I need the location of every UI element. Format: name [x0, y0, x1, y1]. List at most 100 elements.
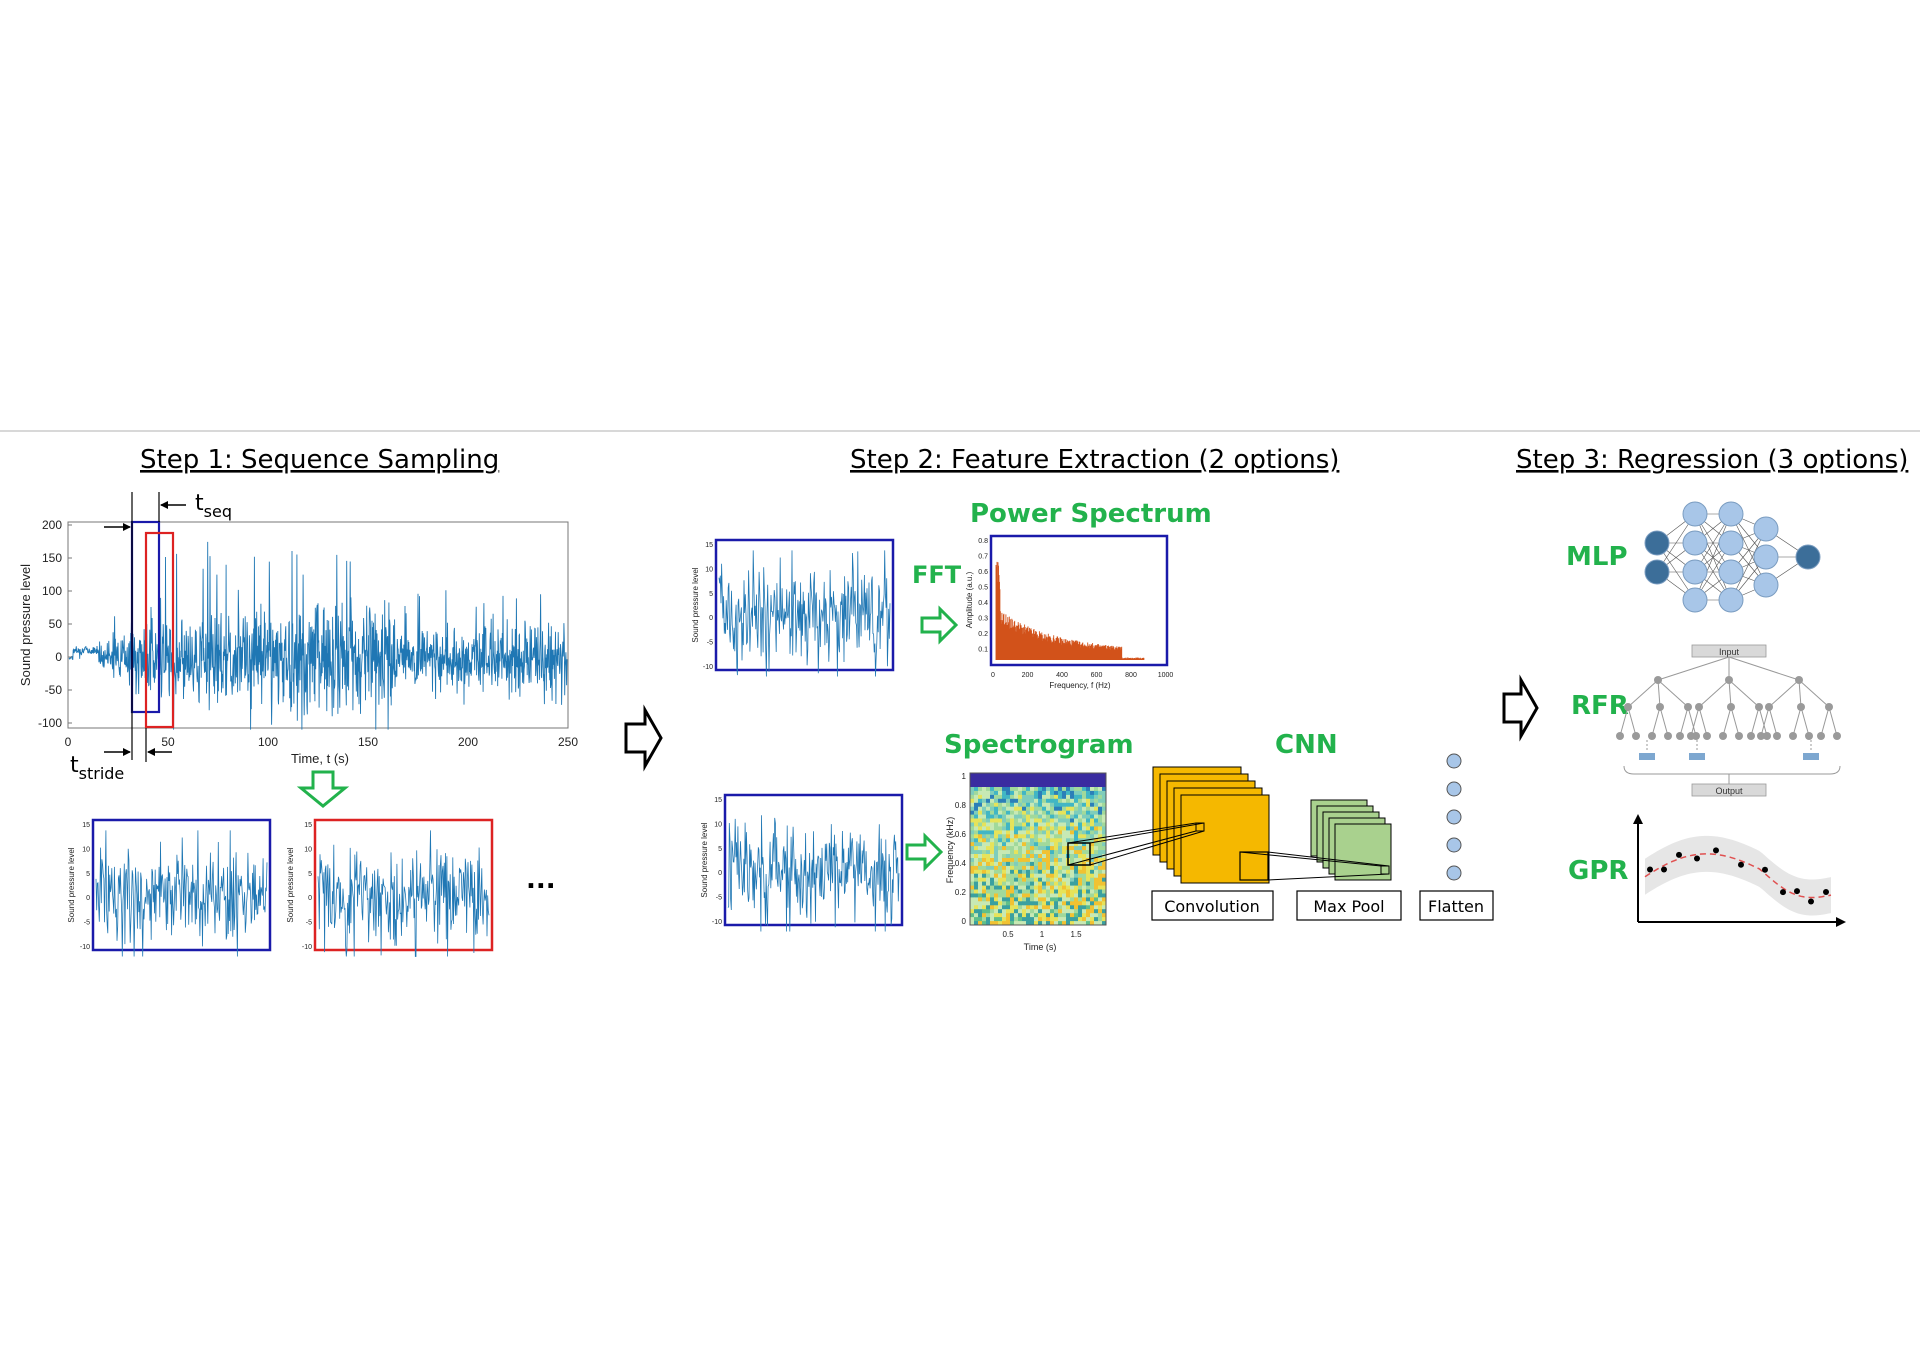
spectrogram-cell	[994, 897, 999, 902]
spectrogram-cell	[1090, 802, 1095, 808]
spectrogram-cell	[1026, 865, 1031, 871]
spectrogram-cell	[1102, 897, 1107, 902]
spectrogram-cell	[1054, 905, 1059, 910]
spectrogram-cell	[1030, 818, 1035, 823]
spectrogram-cell	[986, 865, 991, 871]
spectrogram-cell	[1074, 909, 1079, 914]
spectrogram-cell	[1002, 838, 1007, 843]
spectrogram-cell	[1014, 834, 1019, 839]
spectrogram-cell	[1030, 854, 1035, 859]
spectrogram-cell	[1082, 798, 1087, 804]
spectrogram-cell	[1102, 830, 1107, 835]
spectrogram-cell	[998, 802, 1003, 808]
fft-input-y-ticks: 15 10 5 0 -5 -10	[703, 542, 713, 671]
spectrogram-cell	[994, 901, 999, 906]
spectrogram-cell	[1018, 830, 1023, 835]
spectrogram-cell	[1034, 838, 1039, 843]
spectrogram-cell	[1102, 814, 1107, 819]
spectrogram-cell	[1006, 885, 1011, 890]
spectrogram-cell	[1006, 861, 1011, 867]
spectrogram-cell	[970, 787, 975, 792]
spectrogram-cell	[1002, 787, 1007, 792]
spectrogram-cell	[1010, 842, 1015, 847]
spectrogram-cell	[1078, 921, 1083, 926]
rfr-edge	[1619, 706, 1629, 737]
spectrogram-cell	[1030, 787, 1035, 792]
spectrogram-cell	[1002, 893, 1007, 898]
sample-y-tick: -10	[703, 664, 713, 671]
spectrogram-cell	[982, 814, 987, 819]
spectrogram-cell	[1082, 802, 1087, 808]
spectrogram-cell	[1090, 810, 1095, 816]
spectrogram-cell	[1038, 814, 1043, 819]
spectrogram-cell	[1054, 854, 1059, 859]
spectrogram-cell	[1006, 897, 1011, 902]
spectrogram-cell	[974, 798, 979, 804]
spectrogram-cell	[1006, 810, 1011, 816]
spectrogram-cell	[1074, 869, 1079, 875]
spectrogram-cell	[1098, 861, 1103, 867]
spectrogram-cell	[1026, 798, 1031, 804]
spectrogram-cell	[1082, 818, 1087, 823]
spectrogram-cell	[978, 822, 983, 827]
spectrogram-cell	[1054, 881, 1059, 886]
spectrogram-cell	[1062, 822, 1067, 827]
spectrogram-cell	[1054, 830, 1059, 835]
spectrogram-cell	[970, 826, 975, 831]
spectrogram-plot: 1 0.8 0.6 0.4 0.2 0 0.5 1 1.5 Frequency (kHz) T…	[945, 772, 1107, 952]
mlp-node	[1753, 544, 1779, 570]
spectrogram-cell	[1050, 869, 1055, 875]
spectrogram-cell	[1102, 917, 1107, 922]
spectrogram-cell	[1078, 842, 1083, 847]
spectrogram-cell	[1066, 818, 1071, 823]
spectrogram-cell	[1054, 909, 1059, 914]
spectrogram-cell	[1002, 802, 1007, 808]
spectrogram-cell	[1094, 889, 1099, 894]
receptive-line-4	[1089, 830, 1205, 866]
spectrogram-cell	[974, 787, 979, 792]
rfr-edge	[1651, 706, 1661, 737]
spectrogram-cell	[1014, 889, 1019, 894]
sample-blue-ylabel: Sound pressure level	[67, 847, 76, 922]
spectrogram-cell	[1042, 873, 1047, 879]
spectrogram-cell	[1010, 901, 1015, 906]
spectrogram-cell	[1098, 909, 1103, 914]
signal-xlabel: Time, t (s)	[291, 751, 349, 766]
spectrogram-cell	[1030, 913, 1035, 918]
spectrogram-cell	[1022, 921, 1027, 926]
spectrogram-cell	[982, 858, 987, 863]
spectrogram-cell	[1042, 885, 1047, 890]
spectrum-x-tick: 400	[1056, 672, 1068, 679]
spectrogram-cell	[982, 787, 987, 792]
spectrogram-cell	[1046, 909, 1051, 914]
convolution-box	[1151, 890, 1274, 921]
spectrogram-cell	[982, 889, 987, 894]
rfr-label: RFR	[1571, 691, 1629, 721]
spectrogram-frame	[969, 772, 1107, 926]
spectrogram-cell	[994, 905, 999, 910]
spectrogram-cell	[970, 913, 975, 918]
spectrogram-cell	[1098, 881, 1103, 886]
spectrogram-cell	[1054, 822, 1059, 827]
spectrogram-cell	[974, 842, 979, 847]
sample-y-tick: -5	[716, 895, 722, 902]
spectrogram-cell	[982, 917, 987, 922]
rfr-edge	[1728, 656, 1800, 681]
spectrogram-cell	[970, 905, 975, 910]
spectrogram-cell	[1014, 861, 1019, 867]
mlp-node	[1718, 501, 1744, 527]
rfr-edge	[1657, 656, 1730, 681]
spectrogram-cell	[1006, 901, 1011, 906]
spectrogram-cell	[1062, 889, 1067, 894]
spectrogram-cell	[970, 810, 975, 816]
spectrogram-cell	[982, 850, 987, 855]
spectrogram-cell	[1030, 858, 1035, 863]
gpr-mean-curve	[1644, 853, 1832, 899]
spectrogram-cell	[1050, 842, 1055, 847]
spectrogram-cell	[1062, 921, 1067, 926]
spectrogram-cell	[1074, 846, 1079, 851]
spectrogram-cell	[994, 834, 999, 839]
spectrogram-cell	[1018, 854, 1023, 859]
spectrogram-cell	[1022, 787, 1027, 792]
spectrogram-cell	[1014, 877, 1019, 883]
